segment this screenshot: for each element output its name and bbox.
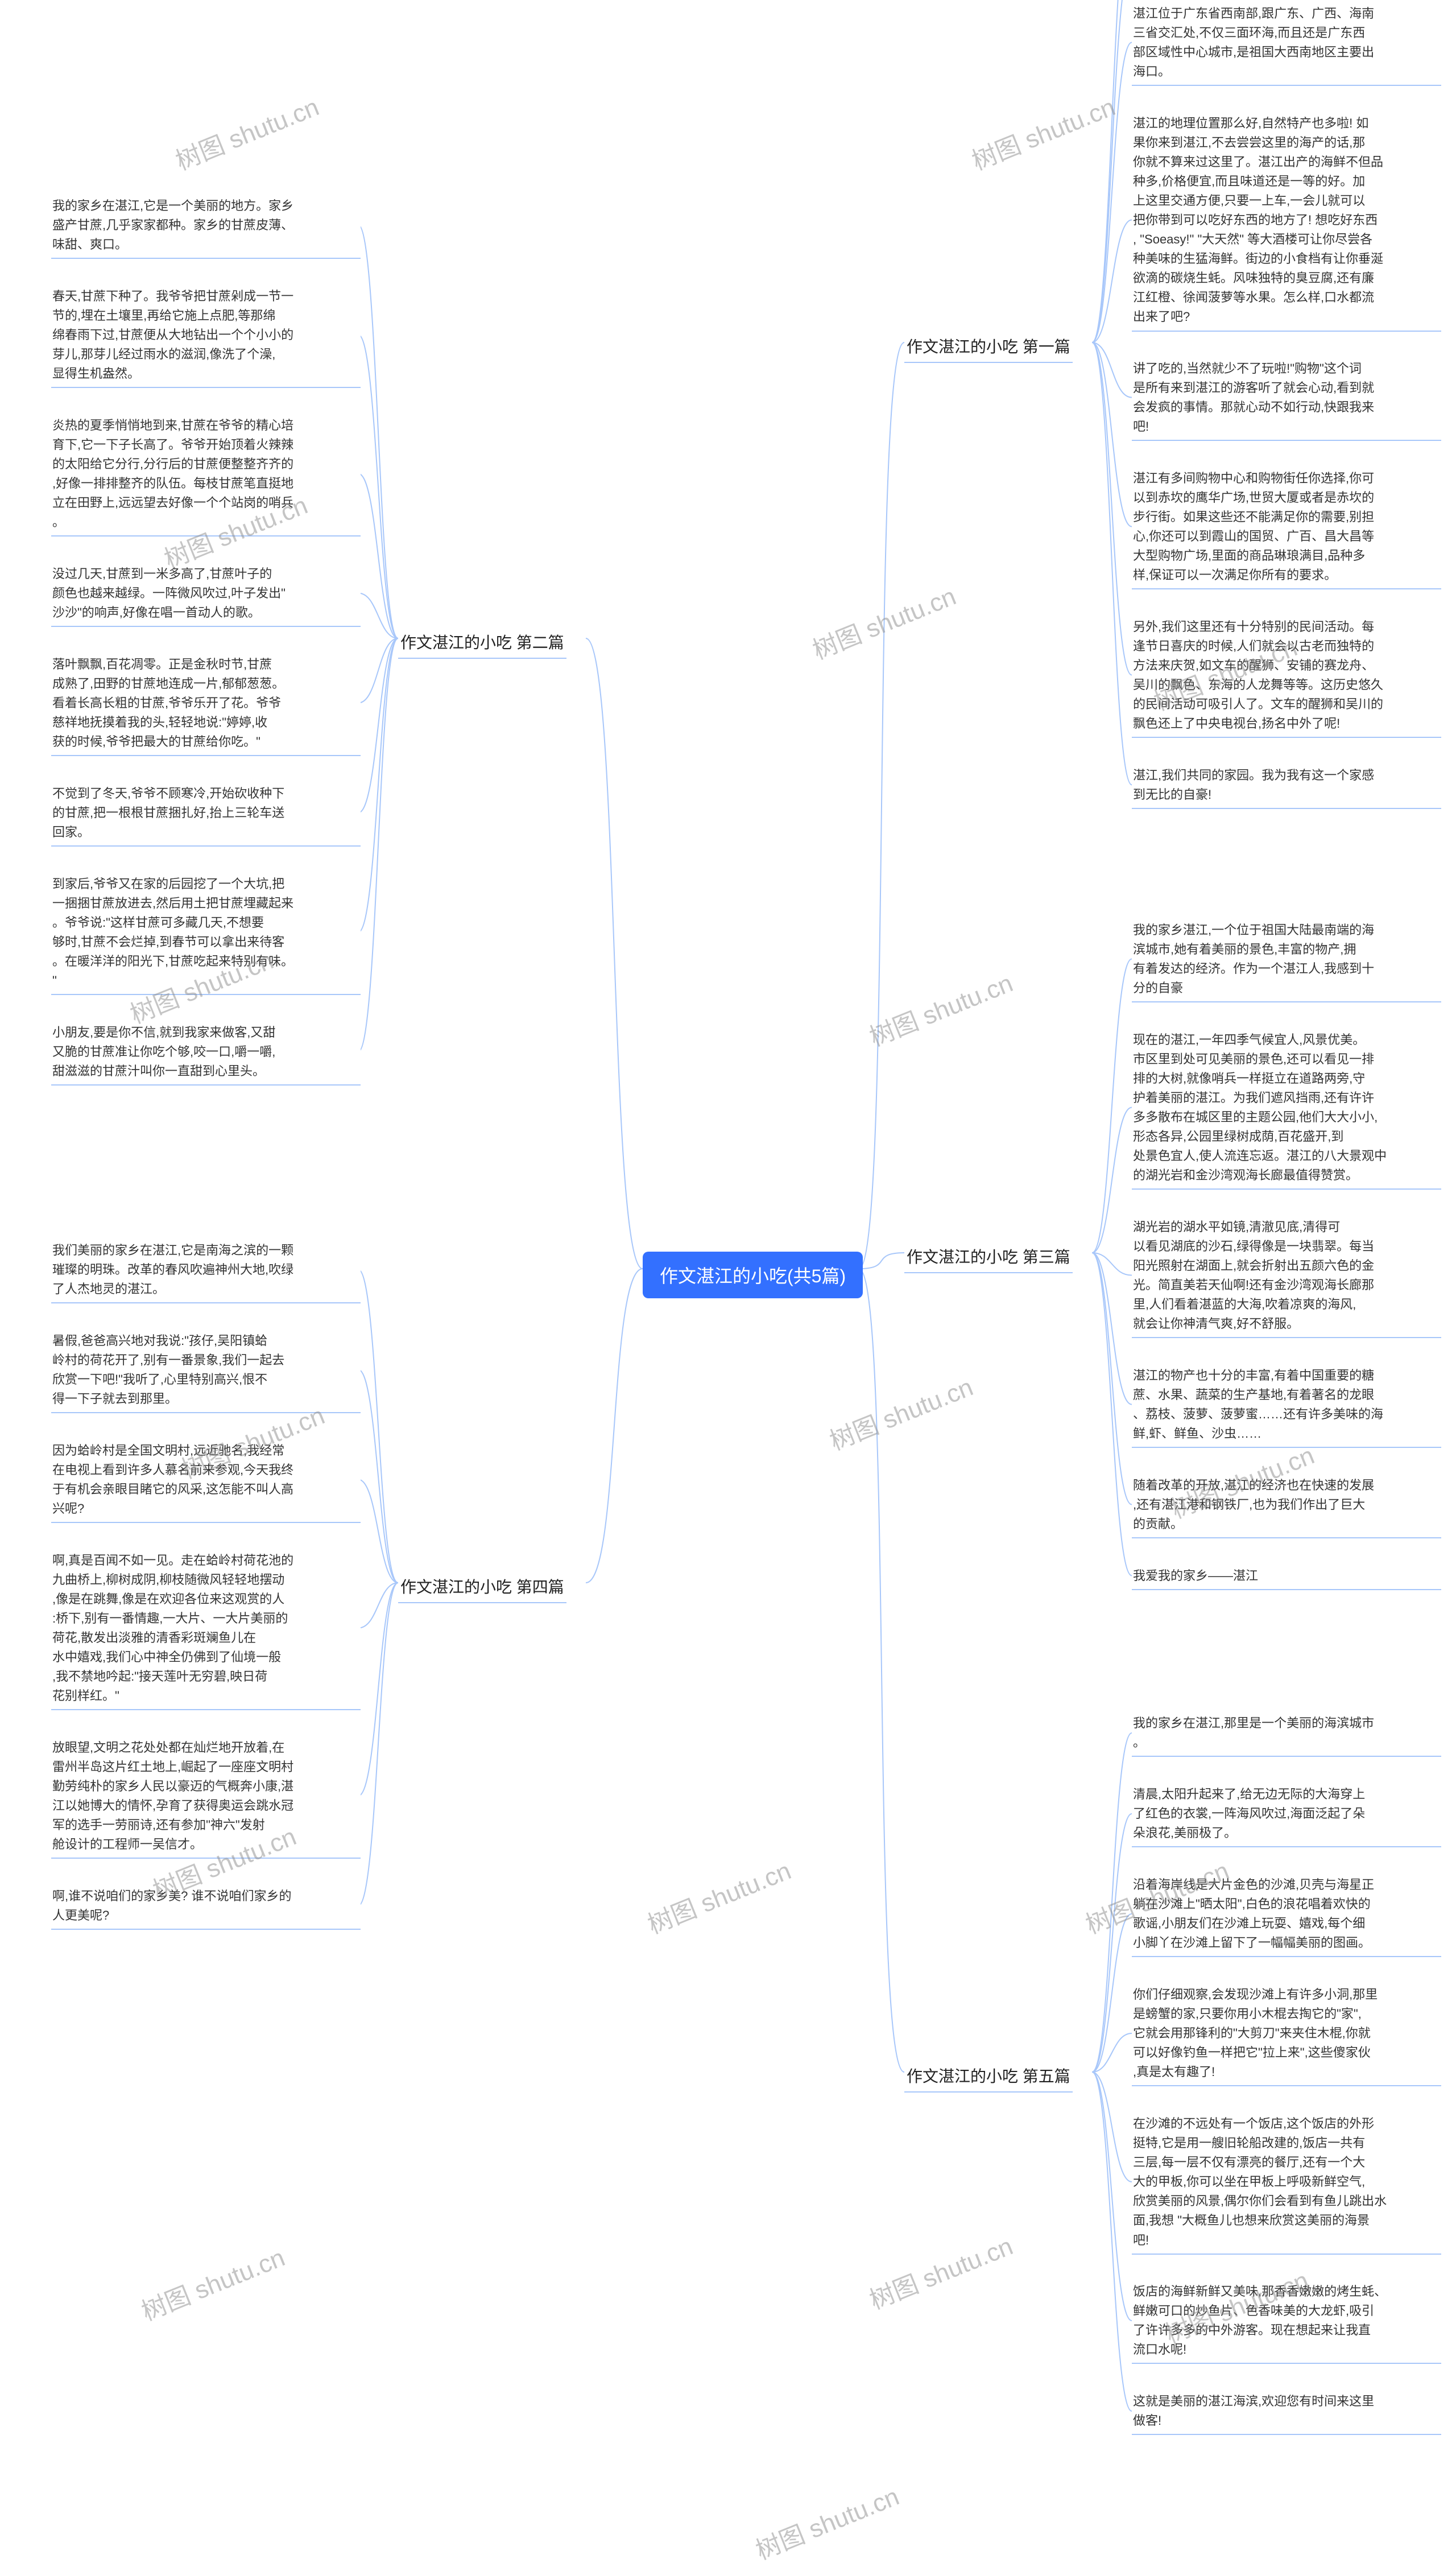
leaf-b5-5: 饭店的海鲜新鲜又美味,那香香嫩嫩的烤生蚝、 鲜嫩可口的炒鱼片、色香味美的大龙虾,… bbox=[1132, 2279, 1441, 2364]
leaf-b3-1: 现在的湛江,一年四季气候宜人,风景优美。 市区里到处可见美丽的景色,还可以看见一… bbox=[1132, 1027, 1441, 1190]
leaf-b4-2: 因为蛤岭村是全国文明村,远近驰名,我经常 在电视上看到许多人慕名前来参观,今天我… bbox=[51, 1438, 361, 1523]
watermark: 树图 shutu.cn bbox=[806, 576, 961, 666]
branch-label-b2: 作文湛江的小吃 第二篇 bbox=[398, 626, 566, 659]
watermark: 树图 shutu.cn bbox=[966, 86, 1120, 177]
leaf-b1-6: 另外,我们这里还有十分特别的民间活动。每 逢节日喜庆的时候,人们就会以古老而独特… bbox=[1132, 614, 1441, 738]
leaf-b4-1: 暑假,爸爸高兴地对我说:"孩仔,吴阳镇蛤 岭村的荷花开了,别有一番景象,我们一起… bbox=[51, 1328, 361, 1413]
leaf-b4-5: 啊,谁不说咱们的家乡美? 谁不说咱们家乡的 人更美呢? bbox=[51, 1883, 361, 1930]
leaf-b3-4: 随着改革的开放,湛江的经济也在快速的发展 ,还有湛江港和钢铁厂,也为我们作出了巨… bbox=[1132, 1472, 1441, 1538]
leaf-b1-3: 湛江的地理位置那么好,自然特产也多啦! 如 果你来到湛江,不去尝尝这里的海产的话… bbox=[1132, 110, 1441, 332]
leaf-b3-5: 我爱我的家乡——湛江 bbox=[1132, 1563, 1441, 1590]
leaf-b5-2: 沿着海岸线是大片金色的沙滩,贝壳与海星正 躺在沙滩上"晒太阳",白色的浪花唱着欢… bbox=[1132, 1872, 1441, 1957]
watermark: 树图 shutu.cn bbox=[642, 1850, 796, 1941]
leaf-b2-4: 落叶飘飘,百花凋零。正是金秋时节,甘蔗 成熟了,田野的甘蔗地连成一片,郁郁葱葱。… bbox=[51, 651, 361, 756]
branch-label-b5: 作文湛江的小吃 第五篇 bbox=[904, 2060, 1073, 2093]
leaf-b1-4: 讲了吃的,当然就少不了玩啦!"购物"这个词 是所有来到湛江的游客听了就会心动,看… bbox=[1132, 356, 1441, 441]
leaf-b3-3: 湛江的物产也十分的丰富,有着中国重要的糖 蔗、水果、蔬菜的生产基地,有着著名的龙… bbox=[1132, 1363, 1441, 1448]
branch-label-b3: 作文湛江的小吃 第三篇 bbox=[904, 1240, 1073, 1273]
leaf-b3-0: 我的家乡湛江,一个位于祖国大陆最南端的海 滨城市,她有着美丽的景色,丰富的物产,… bbox=[1132, 917, 1441, 1002]
watermark: 树图 shutu.cn bbox=[863, 2226, 1017, 2316]
leaf-b2-2: 炎热的夏季悄悄地到来,甘蔗在爷爷的精心培 育下,它一下子长高了。爷爷开始顶着火辣… bbox=[51, 412, 361, 537]
leaf-b5-6: 这就是美丽的湛江海滨,欢迎您有时间来这里 做客! bbox=[1132, 2388, 1441, 2435]
branch-label-b4: 作文湛江的小吃 第四篇 bbox=[398, 1570, 566, 1603]
leaf-b1-7: 湛江,我们共同的家园。我为我有这一个家感 到无比的自豪! bbox=[1132, 762, 1441, 809]
watermark: 树图 shutu.cn bbox=[135, 2237, 289, 2327]
leaf-b2-1: 春天,甘蔗下种了。我爷爷把甘蔗剁成一节一 节的,埋在土壤里,再给它施上点肥,等那… bbox=[51, 283, 361, 388]
branch-label-b1: 作文湛江的小吃 第一篇 bbox=[904, 330, 1073, 363]
leaf-b2-5: 不觉到了冬天,爷爷不顾寒冷,开始砍收种下 的甘蔗,把一根根甘蔗捆扎好,抬上三轮车… bbox=[51, 781, 361, 847]
leaf-b4-3: 啊,真是百闻不如一见。走在蛤岭村荷花池的 九曲桥上,柳树成阴,柳枝随微风轻轻地摆… bbox=[51, 1547, 361, 1711]
leaf-b1-5: 湛江有多间购物中心和购物街任你选择,你可 以到赤坎的鹰华广场,世贸大厦或者是赤坎… bbox=[1132, 465, 1441, 590]
leaf-b5-4: 在沙滩的不远处有一个饭店,这个饭店的外形 挺特,它是用一艘旧轮船改建的,饭店一共… bbox=[1132, 2111, 1441, 2255]
center-node: 作文湛江的小吃(共5篇) bbox=[643, 1252, 863, 1298]
leaf-b2-0: 我的家乡在湛江,它是一个美丽的地方。家乡 盛产甘蔗,几乎家家都种。家乡的甘蔗皮薄… bbox=[51, 193, 361, 259]
leaf-b2-7: 小朋友,要是你不信,就到我家来做客,又甜 又脆的甘蔗准让你吃个够,咬一口,嚼一嚼… bbox=[51, 1020, 361, 1086]
leaf-b5-0: 我的家乡在湛江,那里是一个美丽的海滨城市 。 bbox=[1132, 1710, 1441, 1757]
watermark: 树图 shutu.cn bbox=[824, 1367, 978, 1457]
leaf-b5-3: 你们仔细观察,会发现沙滩上有许多小洞,那里 是螃蟹的家,只要你用小木棍去掏它的"… bbox=[1132, 1982, 1441, 2086]
watermark: 树图 shutu.cn bbox=[169, 86, 324, 177]
leaf-b1-2: 湛江位于广东省西南部,跟广东、广西、海南 三省交汇处,不仅三面环海,而且还是广东… bbox=[1132, 1, 1441, 86]
leaf-b2-3: 没过几天,甘蔗到一米多高了,甘蔗叶子的 颜色也越来越绿。一阵微风吹过,叶子发出"… bbox=[51, 561, 361, 627]
leaf-b5-1: 清晨,太阳升起来了,给无边无际的大海穿上 了红色的衣裳,一阵海风吹过,海面泛起了… bbox=[1132, 1781, 1441, 1847]
watermark: 树图 shutu.cn bbox=[863, 963, 1017, 1053]
leaf-b2-6: 到家后,爷爷又在家的后园挖了一个大坑,把 一捆捆甘蔗放进去,然后用土把甘蔗埋藏起… bbox=[51, 871, 361, 996]
leaf-b3-2: 湖光岩的湖水平如镜,清澈见底,清得可 以看见湖底的沙石,绿得像是一块翡翠。每当 … bbox=[1132, 1214, 1441, 1339]
leaf-b4-4: 放眼望,文明之花处处都在灿烂地开放着,在 雷州半岛这片红土地上,崛起了一座座文明… bbox=[51, 1735, 361, 1859]
leaf-b4-0: 我们美丽的家乡在湛江,它是南海之滨的一颗 璀璨的明珠。改革的春风吹遍神州大地,吹… bbox=[51, 1237, 361, 1303]
watermark: 树图 shutu.cn bbox=[750, 2476, 904, 2566]
